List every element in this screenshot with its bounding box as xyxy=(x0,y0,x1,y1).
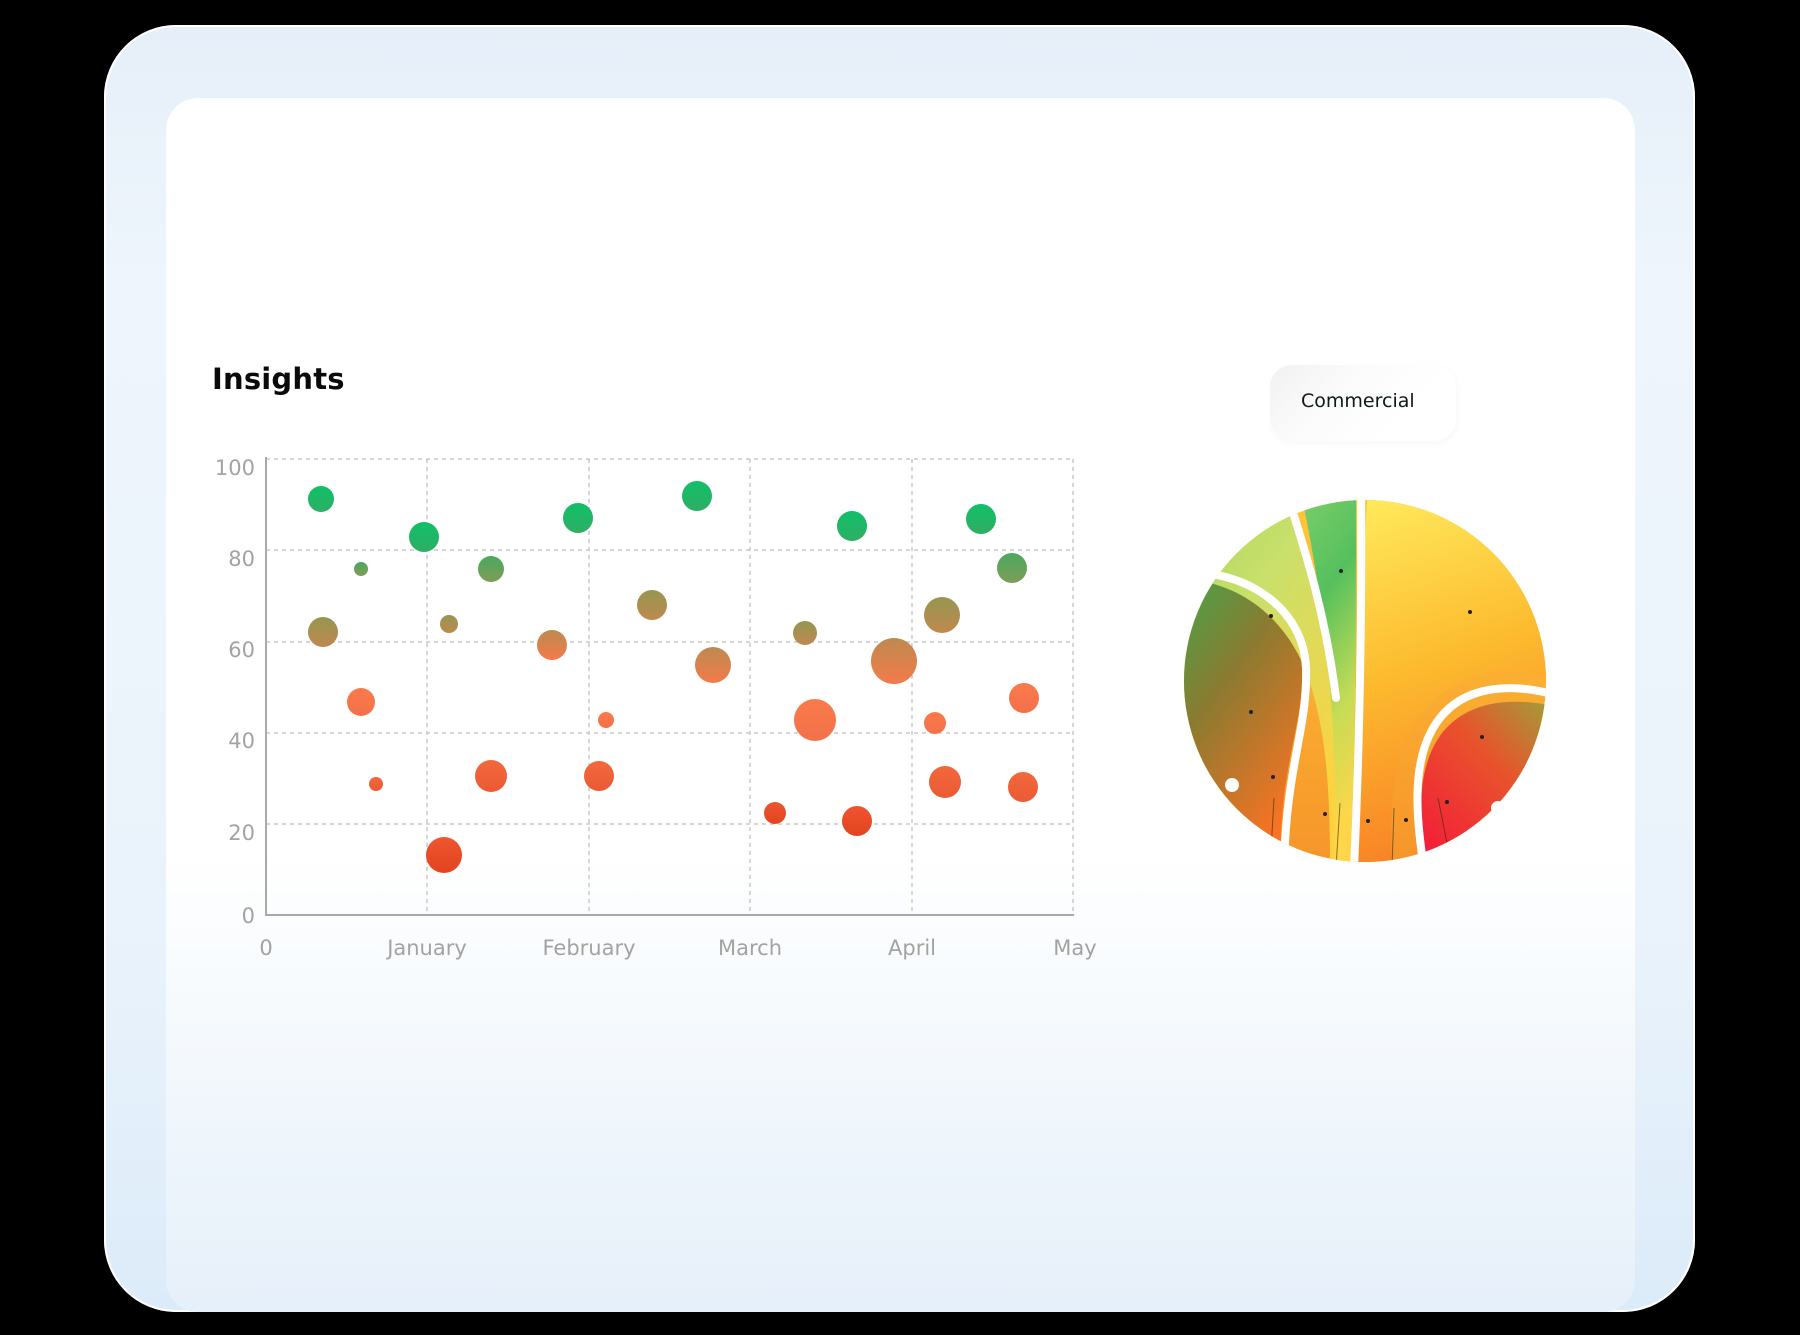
bubble[interactable] xyxy=(354,562,368,576)
y-tick-labels: 100 80 60 40 20 0 xyxy=(215,456,255,928)
bubble[interactable] xyxy=(929,766,961,798)
bubble[interactable] xyxy=(637,590,667,620)
card-title: Insights xyxy=(212,362,345,396)
x-tick-march: March xyxy=(718,936,782,960)
bubble[interactable] xyxy=(1009,683,1039,713)
bubble[interactable] xyxy=(426,837,462,873)
bubble[interactable] xyxy=(793,621,817,645)
bubble[interactable] xyxy=(871,638,917,684)
bubble[interactable] xyxy=(997,553,1027,583)
y-tick-40: 40 xyxy=(228,729,255,753)
radial-chord-graphic xyxy=(1184,500,1546,862)
gridlines xyxy=(266,458,1074,915)
bubble[interactable] xyxy=(537,630,567,660)
x-tick-april: April xyxy=(888,936,936,960)
bubble[interactable] xyxy=(440,615,458,633)
y-tick-100: 100 xyxy=(215,456,255,480)
bubble[interactable] xyxy=(563,503,593,533)
bubble[interactable] xyxy=(478,556,504,582)
bubble[interactable] xyxy=(308,486,334,512)
x-tick-january: January xyxy=(385,936,467,960)
bubbles xyxy=(308,481,1039,873)
bubble[interactable] xyxy=(682,481,712,511)
bubble[interactable] xyxy=(347,688,375,716)
bubble[interactable] xyxy=(924,597,960,633)
bubble[interactable] xyxy=(475,760,507,792)
bubble[interactable] xyxy=(598,712,614,728)
x-tick-may: May xyxy=(1053,936,1096,960)
bubble[interactable] xyxy=(764,802,786,824)
bubble[interactable] xyxy=(1008,772,1038,802)
y-tick-20: 20 xyxy=(228,821,255,845)
bubble[interactable] xyxy=(695,647,731,683)
y-tick-80: 80 xyxy=(228,547,255,571)
y-tick-0: 0 xyxy=(242,904,255,928)
bubble[interactable] xyxy=(966,504,996,534)
bubble[interactable] xyxy=(584,761,614,791)
bubble[interactable] xyxy=(924,712,946,734)
x-tick-0: 0 xyxy=(259,936,272,960)
bubble[interactable] xyxy=(842,806,872,836)
y-tick-60: 60 xyxy=(228,638,255,662)
bubble[interactable] xyxy=(308,617,338,647)
x-tick-labels: 0 January February March April May xyxy=(259,936,1096,960)
segment-lime xyxy=(1184,500,1350,862)
bubble[interactable] xyxy=(794,699,836,741)
segment-green xyxy=(1300,500,1356,862)
bubble[interactable] xyxy=(837,511,867,541)
commercial-filter-pill[interactable]: Commercial xyxy=(1270,365,1456,441)
x-tick-february: February xyxy=(542,936,635,960)
bubble[interactable] xyxy=(369,777,383,791)
filter-pill-label: Commercial xyxy=(1301,390,1415,412)
bubble[interactable] xyxy=(409,522,439,552)
